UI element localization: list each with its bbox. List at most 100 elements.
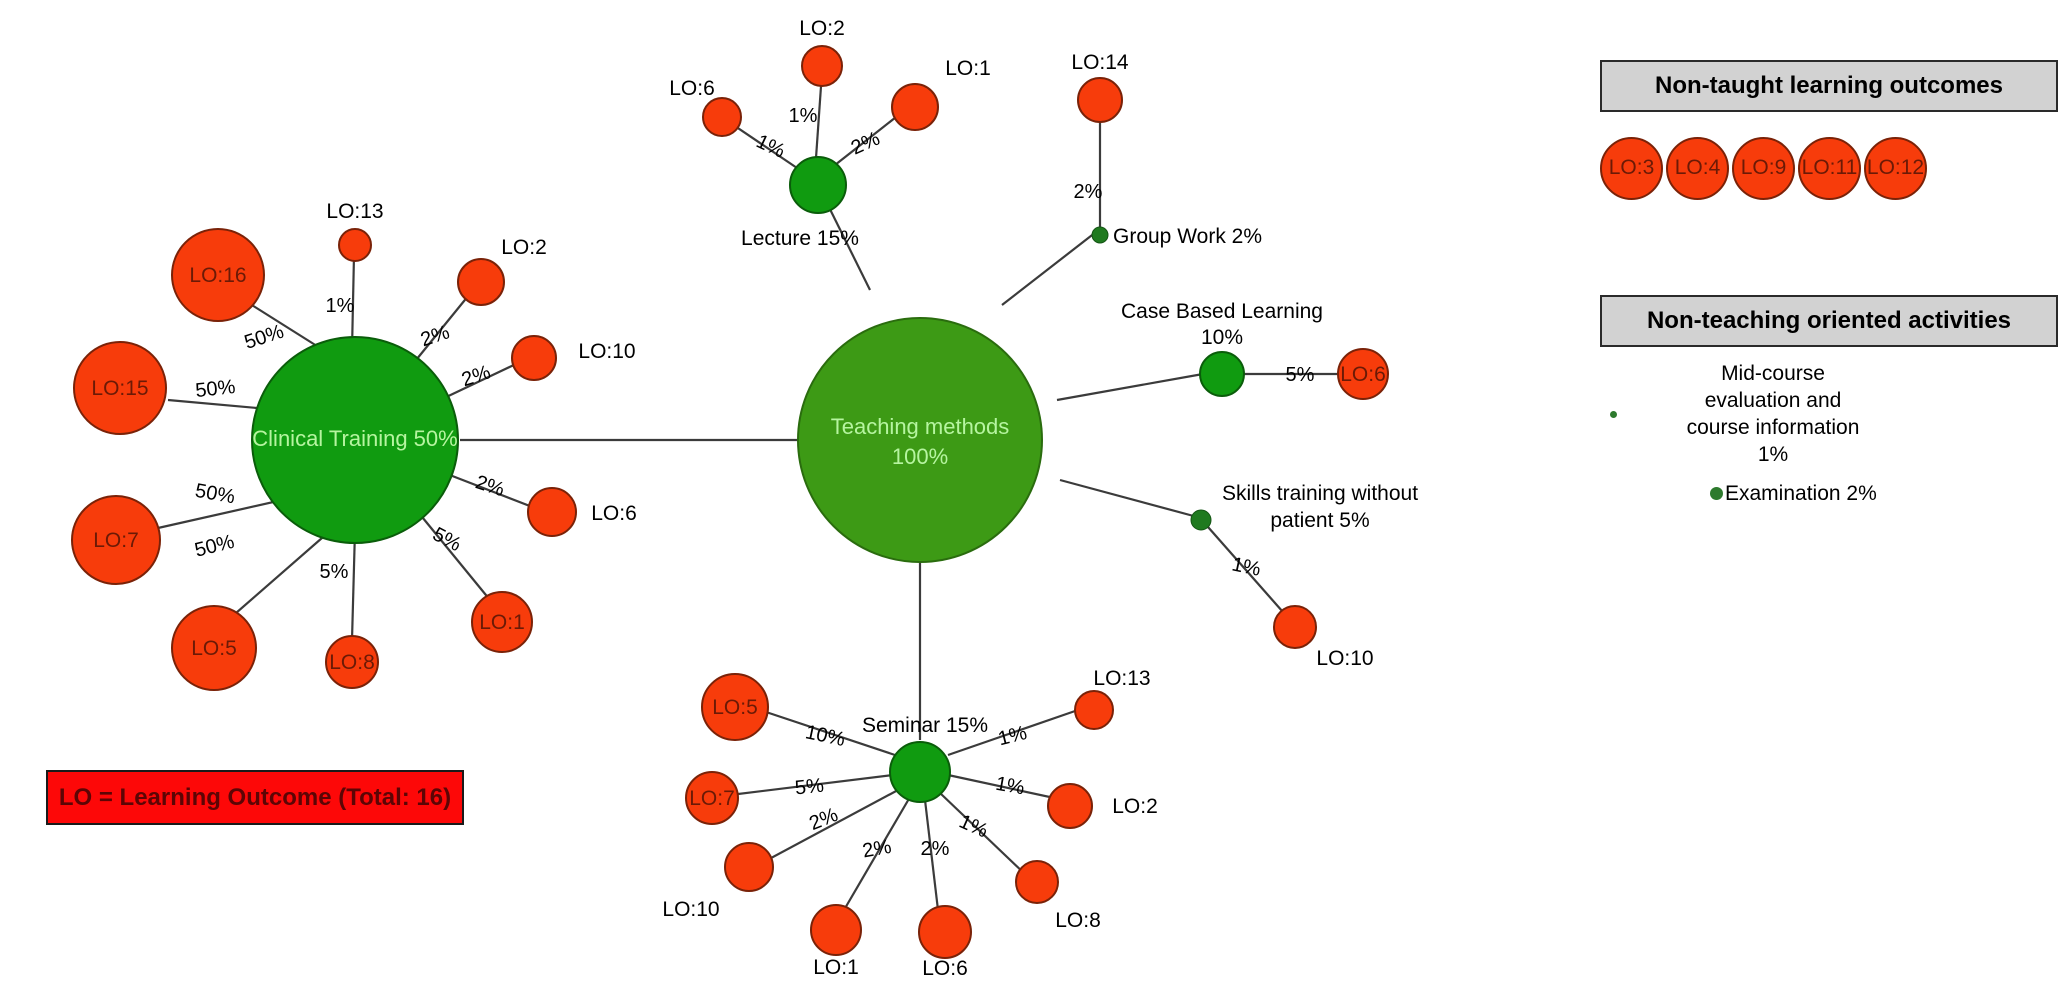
edge-root-skills-training bbox=[1059, 478, 1202, 520]
node-case-based-learning-label-line2: 10% bbox=[1201, 326, 1243, 349]
node-skills-training-label-line2: patient 5% bbox=[1270, 509, 1369, 532]
node-sem-lo7[interactable] bbox=[685, 771, 739, 825]
node-group-work[interactable] bbox=[1091, 226, 1109, 244]
node-ct-lo2[interactable] bbox=[457, 258, 505, 306]
legend-item-examination-text: Examination 2% bbox=[1725, 482, 1877, 505]
edge-seminar-lo1 bbox=[843, 796, 911, 911]
node-sem-lo8-label: LO:8 bbox=[1055, 909, 1101, 932]
node-st-lo10[interactable] bbox=[1273, 605, 1317, 649]
node-case-based-learning[interactable] bbox=[1199, 351, 1245, 397]
edge-label-ct-lo1: 5% bbox=[429, 523, 465, 556]
edge-seminar-lo13 bbox=[947, 708, 1079, 757]
node-cbl-lo6-label: LO:6 bbox=[1340, 363, 1386, 386]
node-ct-lo16[interactable] bbox=[171, 228, 265, 322]
mid-course-line1: Mid-course bbox=[1721, 362, 1825, 385]
node-sem-lo5[interactable] bbox=[701, 673, 769, 741]
edge-label-cbl-lo6: 5% bbox=[1286, 364, 1315, 386]
node-ct-lo6[interactable] bbox=[527, 487, 577, 537]
green-dot-icon bbox=[1610, 410, 1617, 418]
edge-clinical-lo2 bbox=[411, 289, 474, 366]
node-ct-lo13[interactable] bbox=[338, 228, 372, 262]
legend-non-taught-chip-row: LO:3 LO:4 LO:9 LO:11 LO:12 bbox=[1600, 135, 2058, 201]
node-layer: Teaching methods 100% Clinical Training … bbox=[71, 17, 1418, 980]
node-lec-lo1[interactable] bbox=[891, 83, 939, 131]
legend-lo-chip[interactable]: LO:4 bbox=[1666, 136, 1729, 200]
node-skills-training-label-line1: Skills training without bbox=[1222, 482, 1418, 505]
node-lec-lo1-label: LO:1 bbox=[945, 57, 991, 80]
node-sem-lo1[interactable] bbox=[810, 904, 862, 956]
edge-label-st-lo10: 1% bbox=[1230, 553, 1263, 581]
edge-label-ct-lo16: 50% bbox=[242, 321, 287, 354]
edge-label-sem-lo2: 1% bbox=[994, 773, 1027, 800]
node-skills-training[interactable] bbox=[1190, 509, 1212, 531]
edge-clinical-lo1 bbox=[417, 511, 491, 601]
node-ct-lo13-label: LO:13 bbox=[326, 200, 383, 223]
legend-lo-chip[interactable]: LO:11 bbox=[1798, 136, 1861, 200]
edge-clinical-lo5 bbox=[227, 523, 339, 621]
node-cbl-lo6[interactable] bbox=[1337, 348, 1389, 400]
node-ct-lo8-label: LO:8 bbox=[329, 651, 375, 674]
edge-lecture-lo1 bbox=[834, 109, 906, 166]
edge-label-ct-lo6: 2% bbox=[473, 471, 507, 501]
node-gw-lo14-label: LO:14 bbox=[1071, 51, 1129, 74]
mid-course-line2: evaluation and bbox=[1704, 389, 1842, 412]
node-teaching-methods[interactable] bbox=[797, 317, 1043, 563]
mid-course-line4: 1% bbox=[1757, 443, 1789, 466]
node-group-work-label: Group Work 2% bbox=[1113, 225, 1262, 248]
legend-non-taught-title: Non-taught learning outcomes bbox=[1600, 60, 2058, 112]
legend-non-teaching-title: Non-teaching oriented activities bbox=[1600, 295, 2058, 347]
edge-seminar-lo6 bbox=[923, 799, 940, 911]
learning-outcome-key-bar: LO = Learning Outcome (Total: 16) bbox=[46, 770, 464, 825]
node-seminar-label: Seminar 15% bbox=[862, 714, 988, 737]
edge-root-group-work bbox=[1001, 231, 1097, 306]
mid-course-line3: course information bbox=[1686, 416, 1860, 439]
legend-item-examination: Examination 2% bbox=[1710, 480, 1877, 507]
edge-seminar-lo5 bbox=[765, 710, 896, 757]
node-sem-lo2-label: LO:2 bbox=[1112, 795, 1158, 818]
node-sem-lo2[interactable] bbox=[1047, 783, 1093, 829]
node-ct-lo5[interactable] bbox=[171, 605, 257, 691]
node-seminar[interactable] bbox=[889, 741, 951, 803]
node-ct-lo7[interactable] bbox=[71, 495, 161, 585]
node-sem-lo10-label: LO:10 bbox=[662, 898, 719, 921]
legend-lo-chip[interactable]: LO:9 bbox=[1732, 136, 1795, 200]
node-sem-lo13[interactable] bbox=[1074, 690, 1114, 730]
edge-seminar-lo8 bbox=[939, 792, 1028, 877]
node-sem-lo10[interactable] bbox=[724, 842, 774, 892]
node-lec-lo6-label: LO:6 bbox=[669, 77, 715, 100]
node-ct-lo16-label: LO:16 bbox=[189, 264, 246, 287]
legend-lo-chip[interactable]: LO:3 bbox=[1600, 136, 1663, 200]
edge-clinical-lo13 bbox=[350, 254, 356, 351]
node-st-lo10-label: LO:10 bbox=[1316, 647, 1373, 670]
node-ct-lo1[interactable] bbox=[471, 591, 533, 653]
node-teaching-methods-label-line2: 100% bbox=[892, 444, 948, 469]
node-teaching-methods-label-line1: Teaching methods bbox=[831, 414, 1010, 439]
node-lec-lo6[interactable] bbox=[702, 97, 742, 137]
edge-label-ct-lo15: 50% bbox=[194, 376, 236, 402]
node-sem-lo5-label: LO:5 bbox=[712, 696, 758, 719]
node-ct-lo10[interactable] bbox=[511, 335, 557, 381]
edge-label-ct-lo5: 50% bbox=[192, 531, 236, 562]
node-sem-lo6[interactable] bbox=[918, 905, 972, 959]
edge-label-gw-lo14: 2% bbox=[1074, 181, 1103, 203]
edge-label-sem-lo13: 1% bbox=[996, 722, 1030, 750]
node-ct-lo15[interactable] bbox=[73, 341, 167, 435]
node-lecture[interactable] bbox=[789, 156, 847, 214]
node-ct-lo8[interactable] bbox=[325, 635, 379, 689]
edge-seminar-lo10 bbox=[759, 789, 899, 865]
edge-root-case-based-learning bbox=[1056, 372, 1204, 402]
edge-seminar-lo7 bbox=[729, 773, 894, 797]
node-lec-lo2[interactable] bbox=[801, 45, 843, 87]
node-sem-lo8[interactable] bbox=[1015, 860, 1059, 904]
node-clinical-training[interactable] bbox=[251, 336, 459, 544]
node-gw-lo14[interactable] bbox=[1077, 77, 1123, 123]
edge-clinical-lo8 bbox=[350, 529, 357, 641]
node-ct-lo15-label: LO:15 bbox=[91, 377, 148, 400]
legend-lo-chip[interactable]: LO:12 bbox=[1864, 136, 1927, 200]
edge-clinical-lo6 bbox=[441, 470, 536, 510]
node-lecture-label: Lecture 15% bbox=[741, 227, 859, 250]
edge-label-sem-lo5: 10% bbox=[803, 721, 847, 751]
edge-label-lec-lo2: 1% bbox=[789, 105, 818, 127]
